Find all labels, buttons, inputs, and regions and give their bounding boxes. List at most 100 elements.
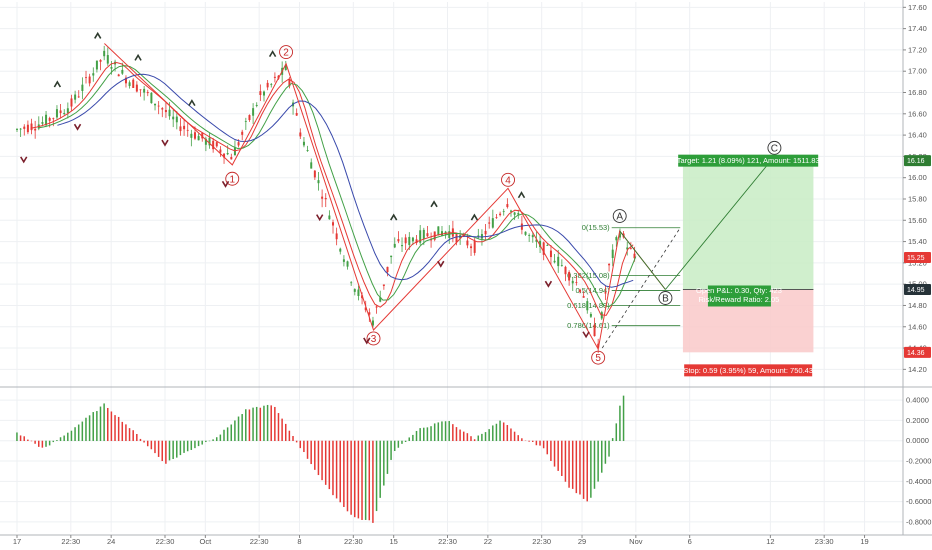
- oscillator-bar: [452, 424, 454, 442]
- oscillator-bar: [615, 423, 618, 442]
- candle-body: [408, 236, 411, 245]
- candle-body: [70, 98, 73, 107]
- fractal-up-icon: [430, 200, 438, 208]
- wave-projection: [665, 156, 775, 290]
- candle-body: [95, 60, 98, 70]
- oscillator-bar: [215, 437, 218, 442]
- oscillator-bar: [266, 404, 269, 442]
- oscillator-bar: [586, 440, 588, 502]
- candle-body: [266, 82, 269, 88]
- oscillator-bar: [404, 440, 407, 443]
- oscillator-bar: [117, 416, 120, 442]
- time-tick-label: 29: [578, 537, 586, 546]
- candle-body: [615, 237, 618, 241]
- candle-body: [284, 64, 287, 71]
- oscillator-bar: [564, 440, 567, 482]
- oscillator-bar: [324, 440, 327, 485]
- oscillator-bar: [27, 439, 29, 442]
- candle-body: [404, 237, 407, 244]
- wave-label-circle: [366, 331, 381, 346]
- candle-body: [143, 88, 146, 93]
- oscillator-bar: [114, 415, 116, 442]
- target-label-box: [678, 154, 819, 167]
- candle-body: [390, 255, 393, 258]
- candle-body: [302, 141, 305, 146]
- candle-body: [589, 313, 592, 317]
- fractal-up-icon: [470, 213, 479, 221]
- candle-body: [604, 292, 607, 294]
- candle-body: [411, 237, 414, 242]
- oscillator-bar: [310, 440, 312, 465]
- oscillator-bar: [314, 440, 316, 470]
- candle-body: [484, 230, 487, 235]
- oscillator-bar: [92, 412, 94, 442]
- oscillator-bar: [575, 440, 578, 494]
- oscillator-bar: [604, 440, 607, 464]
- price-tick-label: 17.40: [908, 24, 927, 33]
- candle-body: [575, 282, 578, 283]
- fractal-up-icon: [268, 50, 277, 58]
- candle-body: [539, 240, 542, 247]
- candle-body: [48, 118, 51, 121]
- oscillator-bar: [343, 440, 345, 507]
- oscillator-bar: [535, 440, 538, 446]
- oscillator-bar: [194, 440, 196, 449]
- price-tick-label: 16.60: [908, 109, 927, 118]
- oscillator-bar: [462, 431, 465, 442]
- oscillator-bar: [601, 440, 603, 473]
- time-tick-label: 22:30: [438, 537, 457, 546]
- oscillator-tick-label: 0.2000: [906, 416, 929, 425]
- oscillator-bar: [466, 433, 469, 442]
- wave-label-B: B: [662, 294, 669, 305]
- oscillator-bar: [484, 432, 487, 442]
- oscillator-bar: [201, 440, 203, 445]
- candle-body: [611, 249, 614, 259]
- oscillator-bar: [99, 406, 102, 442]
- candle-body: [579, 289, 582, 292]
- oscillator-bar: [517, 435, 519, 442]
- candle-body: [255, 104, 258, 106]
- oscillator-bar: [125, 424, 127, 442]
- candle-body: [273, 76, 276, 78]
- oscillator-bar: [30, 440, 33, 442]
- candle-body: [168, 109, 171, 117]
- fibonacci-retracement: 0(15.53) 0.382(15.08) 0.5(14.94) 0.618(14.8…: [567, 223, 681, 349]
- fib-label: 0.5(14.94): [575, 286, 610, 295]
- oscillator-bar: [408, 437, 410, 442]
- candle-body: [19, 128, 22, 130]
- time-tick-label: 22:30: [532, 537, 551, 546]
- candle-body: [262, 91, 265, 96]
- fib-label: 0.786(14.61): [567, 321, 610, 330]
- candle-body: [52, 118, 55, 120]
- oscillator-bar: [146, 440, 149, 447]
- oscillator-bar: [441, 421, 443, 442]
- fib-label: 0.618(14.80): [567, 301, 610, 310]
- oscillator-bar: [226, 427, 229, 442]
- price-tag-label: 15.25: [907, 255, 925, 262]
- candle-body: [371, 320, 374, 326]
- oscillator-bar: [321, 440, 323, 481]
- candle-body: [139, 89, 142, 91]
- oscillator-tick-label: -0.6000: [906, 497, 931, 506]
- price-tag: [904, 155, 931, 167]
- moving-average-3: [57, 73, 634, 288]
- fib-label: 0(15.53): [582, 223, 610, 232]
- candle-body: [77, 96, 80, 98]
- oscillator-bar: [186, 440, 189, 452]
- candle-body: [66, 108, 69, 113]
- oscillator-bar: [619, 405, 621, 442]
- time-tick-label: 22:30: [250, 537, 269, 546]
- fractal-down-icon: [73, 123, 82, 131]
- price-tick-label: 17.20: [908, 45, 927, 54]
- oscillator-bar: [419, 428, 421, 442]
- oscillator-bar: [571, 440, 574, 489]
- candle-body: [81, 84, 84, 92]
- candle-body: [542, 242, 545, 255]
- candle-body: [419, 230, 422, 243]
- oscillator-bar: [292, 436, 294, 442]
- oscillator-bar: [241, 414, 243, 442]
- oscillator-bar: [255, 406, 258, 442]
- time-tick-label: 22:30: [156, 537, 175, 546]
- candle-body: [524, 231, 527, 235]
